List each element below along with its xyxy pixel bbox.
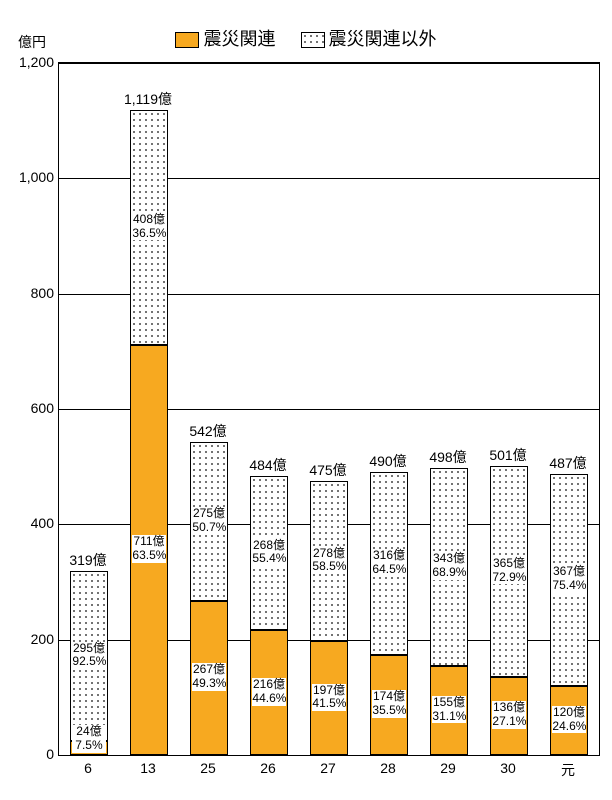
segment-label-series2: 268億55.4% (252, 539, 285, 567)
x-tick-label: 13 (140, 760, 156, 776)
bar-group: 24億7.5% 295億92.5% (70, 571, 107, 755)
x-tick-label: 27 (320, 760, 336, 776)
segment-label-series2: 275億50.7% (192, 507, 225, 535)
legend-swatch-dotted (301, 32, 325, 48)
segment-label-series1: 174億35.5% (372, 690, 405, 718)
segment-label-series2: 408億36.5% (132, 213, 165, 241)
y-tick-label: 800 (4, 285, 54, 301)
segment-label-series1: 711億63.5% (132, 535, 165, 563)
segment-label-series2: 343億68.9% (432, 552, 465, 580)
x-tick-label: 28 (380, 760, 396, 776)
bar-group: 174億35.5% 316億64.5% (370, 472, 407, 755)
bar-total-label: 490億 (369, 451, 406, 471)
segment-label-series1: 136億27.1% (492, 701, 525, 729)
legend-item-series1: 震災関連 (175, 25, 275, 51)
bar-total-label: 484億 (249, 455, 286, 475)
bar-group: 216億44.6% 268億55.4% (250, 476, 287, 755)
bar-total-label: 501億 (489, 445, 526, 465)
segment-label-series2: 316億64.5% (372, 549, 405, 577)
bar-group: 155億31.1% 343億68.9% (430, 468, 467, 755)
gridline (59, 63, 599, 64)
y-tick-label: 400 (4, 515, 54, 531)
bar-group: 267億49.3% 275億50.7% (190, 442, 227, 755)
x-tick-label: 30 (500, 760, 516, 776)
bar-total-label: 487億 (549, 453, 586, 473)
segment-label-series1: 24億7.5% (72, 725, 105, 753)
segment-label-series2: 365億72.9% (492, 557, 525, 585)
segment-label-series2: 367億75.4% (552, 565, 585, 593)
legend-item-series2: 震災関連以外 (301, 25, 437, 51)
segment-label-series1: 267億49.3% (192, 663, 225, 691)
segment-label-series1: 216億44.6% (252, 678, 285, 706)
legend-label-series1: 震災関連 (203, 29, 275, 49)
bar-group: 136億27.1% 365億72.9% (490, 466, 527, 755)
chart-legend: 震災関連 震災関連以外 (0, 25, 612, 51)
segment-label-series1: 120億24.6% (552, 706, 585, 734)
y-tick-label: 0 (4, 746, 54, 762)
segment-label-series2: 278億58.5% (312, 547, 345, 575)
x-tick-label: 6 (84, 760, 92, 776)
plot-area: 24億7.5% 295億92.5% 711億63.5% 408億36.5% 267億49… (58, 62, 600, 756)
chart-container: 億円 震災関連 震災関連以外 24億7.5%295億92.5%711億63.5%… (0, 0, 612, 800)
y-tick-label: 1,000 (4, 169, 54, 185)
legend-label-series2: 震災関連以外 (329, 29, 437, 49)
x-tick-label: 元 (561, 760, 575, 780)
y-tick-label: 200 (4, 631, 54, 647)
y-tick-label: 1,200 (4, 54, 54, 70)
segment-label-series2: 295億92.5% (72, 642, 105, 670)
x-tick-label: 25 (200, 760, 216, 776)
segment-label-series1: 197億41.5% (312, 684, 345, 712)
bar-total-label: 498億 (429, 447, 466, 467)
bar-group: 120億24.6% 367億75.4% (550, 474, 587, 755)
bar-total-label: 1,119億 (124, 89, 172, 109)
segment-label-series1: 155億31.1% (432, 696, 465, 724)
bar-total-label: 475億 (309, 460, 346, 480)
bar-total-label: 319億 (69, 550, 106, 570)
x-tick-label: 26 (260, 760, 276, 776)
bar-total-label: 542億 (189, 421, 226, 441)
bar-group: 711億63.5% 408億36.5% (130, 110, 167, 755)
bar-group: 197億41.5% 278億58.5% (310, 481, 347, 755)
legend-swatch-orange (175, 32, 199, 48)
x-tick-label: 29 (440, 760, 456, 776)
y-tick-label: 600 (4, 400, 54, 416)
